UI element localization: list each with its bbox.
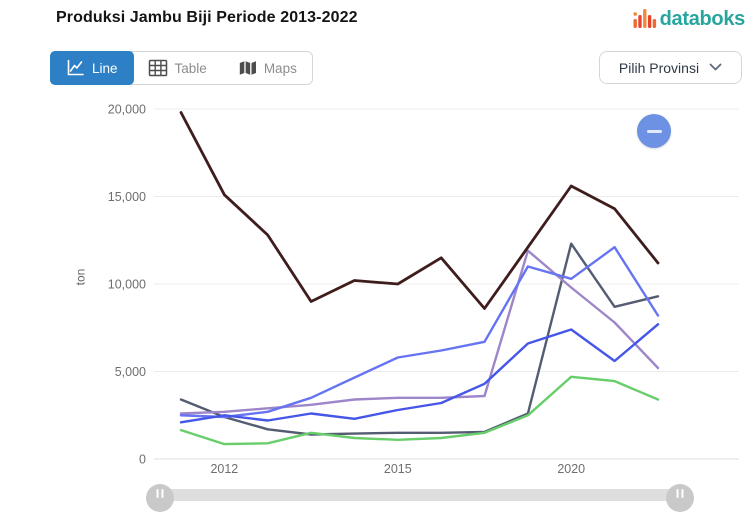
- databoks-bars-icon: [632, 9, 656, 28]
- chart-line-purple: [179, 249, 660, 415]
- line-chart-icon: [67, 59, 84, 76]
- y-tick-label: 5,000: [115, 365, 146, 379]
- chart-line-dark-maroon: [179, 111, 660, 310]
- page-title: Produksi Jambu Biji Periode 2013-2022: [56, 9, 358, 26]
- table-icon: [148, 59, 167, 77]
- databoks-wordmark: databoks: [659, 8, 746, 30]
- tab-maps[interactable]: Maps: [222, 52, 312, 84]
- chart-type-tabs: Line Table Maps: [50, 51, 313, 85]
- grip-icon: [156, 489, 164, 498]
- province-dropdown-button[interactable]: Pilih Provinsi: [599, 51, 742, 84]
- y-axis-title: ton: [73, 268, 88, 286]
- x-tick-label: 2012: [210, 462, 238, 476]
- y-tick-label: 10,000: [108, 278, 146, 292]
- minus-icon: [646, 129, 662, 133]
- chart-line-periwinkle-blue: [179, 245, 660, 419]
- chevron-down-icon: [709, 63, 722, 71]
- chart-line-slate-gray: [179, 242, 660, 436]
- y-tick-label: 15,000: [108, 190, 146, 204]
- zoom-out-button[interactable]: [637, 114, 671, 148]
- y-tick-label: 0: [139, 453, 146, 467]
- tab-table-label: Table: [174, 60, 207, 76]
- chart-line-royal-blue: [179, 323, 660, 424]
- x-scrollbar-track[interactable]: [147, 489, 693, 501]
- x-tick-label: 2020: [557, 462, 585, 476]
- grip-icon: [676, 489, 684, 498]
- chart-line-green: [179, 375, 660, 446]
- databoks-logo[interactable]: databoks: [632, 6, 745, 33]
- x-scrollbar-left-handle[interactable]: [146, 484, 174, 512]
- tab-table[interactable]: Table: [133, 52, 222, 84]
- province-dropdown-label: Pilih Provinsi: [618, 59, 700, 76]
- line-chart: 0 5,000 10,000 15,000 20,000 2012 2015 2020: [108, 103, 739, 476]
- tab-line[interactable]: Line: [50, 51, 134, 85]
- tab-line-label: Line: [92, 60, 118, 76]
- tab-maps-label: Maps: [263, 60, 297, 76]
- y-tick-label: 20,000: [108, 103, 146, 117]
- x-tick-label: 2015: [384, 462, 412, 476]
- x-scrollbar-right-handle[interactable]: [666, 484, 694, 512]
- maps-icon: [239, 61, 256, 75]
